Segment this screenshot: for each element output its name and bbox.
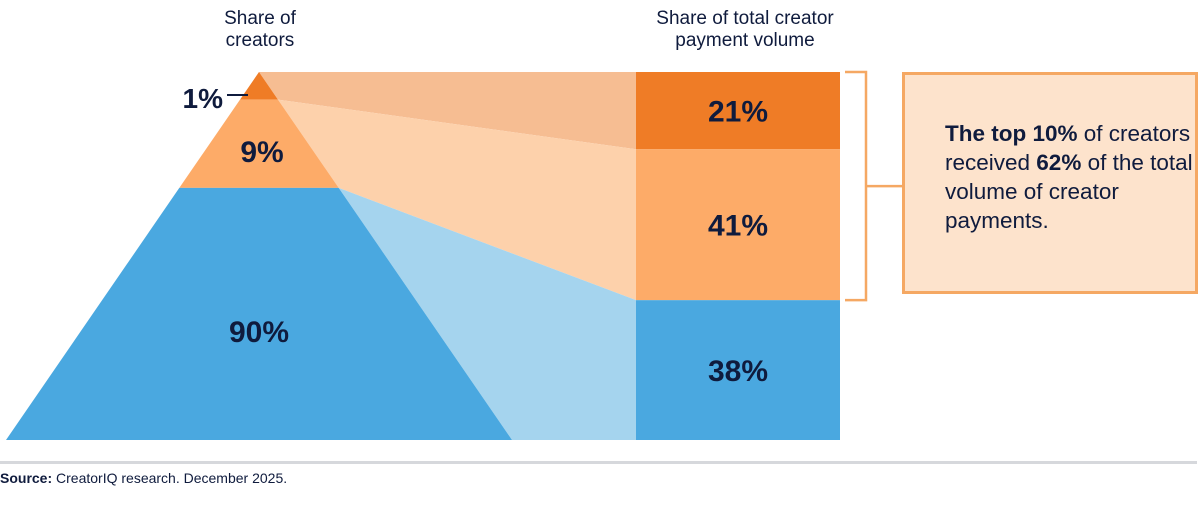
- callout-bold-62: 62%: [1036, 150, 1082, 175]
- payment-label-38pct: 38%: [708, 355, 768, 388]
- creators-label-9pct: 9%: [240, 136, 283, 169]
- callout-text-part-1: of creators received: [945, 121, 1191, 175]
- source-label: Source:: [0, 470, 53, 486]
- footer-divider: [0, 461, 1197, 464]
- payment-volume-header-line-2: payment volume: [675, 30, 815, 51]
- pyramid-band-bottom-90pct: [6, 187, 512, 440]
- connector-middle: [277, 99, 636, 301]
- source-text: CreatorIQ research. December 2025.: [52, 470, 288, 486]
- creators-share-header: Share of creators: [170, 8, 350, 52]
- payment-label-21pct: 21%: [708, 96, 768, 129]
- connector-bottom: [338, 187, 636, 440]
- creators-share-header-line-2: creators: [225, 30, 295, 51]
- callout-text-part-2: of the total volume of creator payments.: [945, 150, 1193, 233]
- top-segments-bracket: [845, 70, 868, 302]
- payment-volume-header-line-1: Share of total creator: [656, 8, 834, 29]
- creators-share-header-line-1: Share of: [224, 8, 296, 29]
- payment-bar-segment-38pct: [636, 300, 840, 440]
- connector-top: [259, 72, 636, 150]
- payment-bar-segment-21pct: [636, 72, 840, 150]
- pyramid-band-top-1pct: [240, 72, 278, 100]
- callout-text: The top 10% of creators received 62% of …: [945, 119, 1195, 235]
- payment-label-41pct: 41%: [708, 210, 768, 243]
- top-creators-callout: The top 10% of creators received 62% of …: [902, 72, 1198, 294]
- creators-label-90pct: 90%: [229, 316, 289, 349]
- callout-bold-top-10: The top 10%: [945, 121, 1078, 146]
- source-note: Source: CreatorIQ research. December 202…: [0, 470, 287, 486]
- pyramid-band-middle-9pct: [179, 99, 339, 188]
- payment-volume-header: Share of total creator payment volume: [590, 8, 900, 52]
- payment-bar-segment-41pct: [636, 149, 840, 301]
- creators-label-1pct: 1%: [183, 83, 224, 114]
